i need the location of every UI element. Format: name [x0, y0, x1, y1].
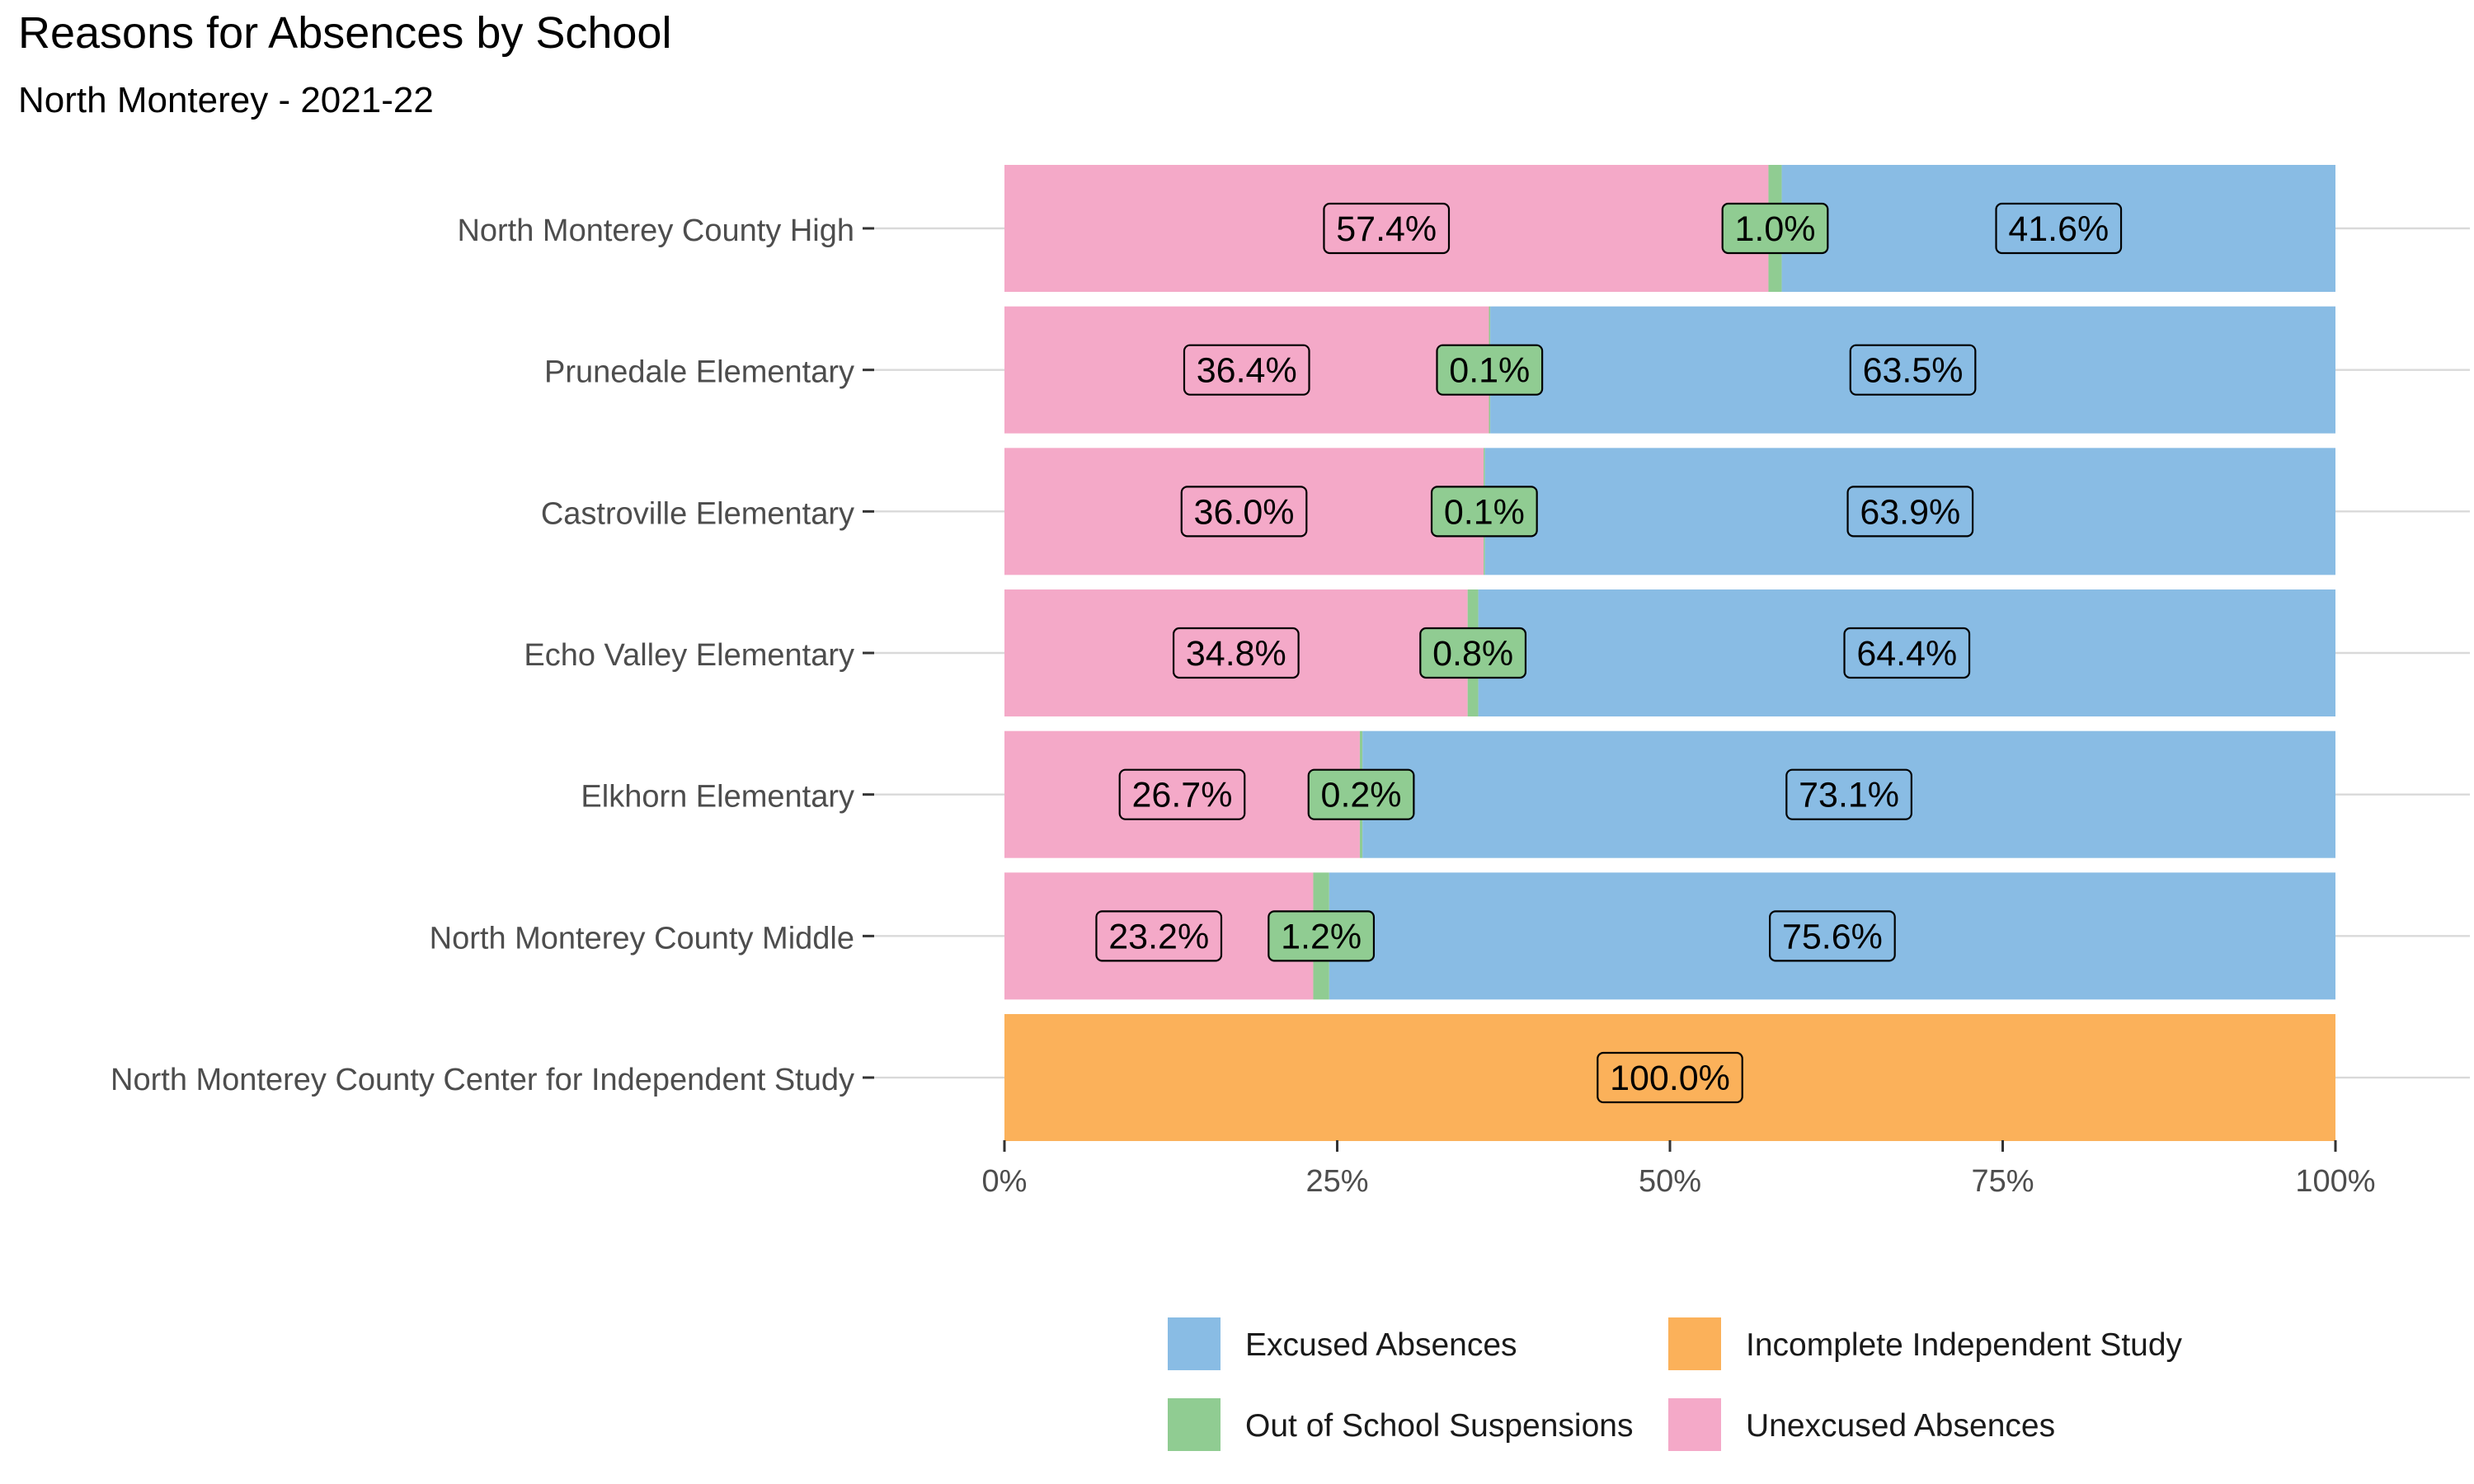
- data-label: 23.2%: [1095, 910, 1223, 962]
- data-label: 100.0%: [1597, 1051, 1743, 1104]
- data-label-text: 63.9%: [1860, 492, 1960, 532]
- data-label: 1.2%: [1268, 910, 1376, 962]
- legend-swatch: [1168, 1317, 1221, 1370]
- data-label: 26.7%: [1118, 768, 1246, 820]
- data-label: 0.2%: [1307, 768, 1415, 820]
- data-label-box: [1436, 344, 1544, 396]
- data-label-box: [1419, 627, 1527, 679]
- data-label-box: [1095, 910, 1223, 962]
- data-label-box: [1846, 486, 1974, 538]
- data-label-box: [1849, 344, 1977, 396]
- y-tick-label: North Monterey County High: [457, 214, 854, 248]
- data-label-text: 64.4%: [1856, 634, 1957, 674]
- data-label-text: 0.2%: [1321, 776, 1402, 815]
- data-label-box: [1721, 202, 1829, 255]
- data-label-text: 41.6%: [2008, 209, 2109, 249]
- data-label: 75.6%: [1769, 910, 1896, 962]
- x-tick-label: 50%: [1639, 1164, 1701, 1199]
- data-label-text: 26.7%: [1132, 776, 1233, 815]
- data-label-text: 0.1%: [1449, 351, 1530, 391]
- data-label-text: 23.2%: [1108, 917, 1209, 956]
- data-label-box: [1323, 202, 1451, 255]
- data-label: 36.0%: [1180, 486, 1308, 538]
- data-label: 57.4%: [1323, 202, 1451, 255]
- x-tick-label: 75%: [1971, 1164, 2034, 1199]
- data-label: 41.6%: [1995, 202, 2123, 255]
- legend-swatch: [1668, 1398, 1721, 1451]
- data-label: 73.1%: [1785, 768, 1912, 820]
- x-tick-label: 25%: [1305, 1164, 1368, 1199]
- data-label: 1.0%: [1721, 202, 1829, 255]
- data-label: 36.4%: [1183, 344, 1310, 396]
- data-label-text: 1.0%: [1734, 209, 1815, 249]
- legend-swatch: [1168, 1398, 1221, 1451]
- legend-item: Incomplete Independent Study: [1668, 1317, 2183, 1370]
- data-label: 63.9%: [1846, 486, 1974, 538]
- legend-label: Out of School Suspensions: [1245, 1408, 1633, 1444]
- data-label-box: [1769, 910, 1896, 962]
- legend-label: Unexcused Absences: [1746, 1408, 2055, 1444]
- data-label: 0.1%: [1430, 486, 1538, 538]
- data-label: 63.5%: [1849, 344, 1977, 396]
- data-label-box: [1172, 627, 1300, 679]
- data-label-text: 100.0%: [1610, 1059, 1730, 1098]
- data-label-text: 1.2%: [1281, 917, 1362, 956]
- chart-title: Reasons for Absences by School: [18, 8, 671, 58]
- data-label-box: [1268, 910, 1376, 962]
- x-axis: 0% 25% 50% 75% 100%: [982, 1140, 2376, 1199]
- data-label-text: 0.8%: [1432, 634, 1513, 674]
- legend-label: Incomplete Independent Study: [1746, 1327, 2183, 1363]
- data-label-box: [1843, 627, 1971, 679]
- legend-swatch: [1668, 1317, 1721, 1370]
- y-axis: North Monterey County High Prunedale Elem…: [111, 214, 874, 1097]
- data-labels: 57.4% 1.0% 41.6% 36.4% 0.1% 63.5% 36.0% 0.1% 63.…: [1095, 202, 2123, 1104]
- data-label: 34.8%: [1172, 627, 1300, 679]
- data-label-text: 57.4%: [1336, 209, 1437, 249]
- data-label-text: 63.5%: [1863, 351, 1964, 391]
- legend-item: Excused Absences: [1168, 1317, 1517, 1370]
- x-tick-label: 100%: [2295, 1164, 2375, 1199]
- data-label: 64.4%: [1843, 627, 1971, 679]
- legend-label: Excused Absences: [1245, 1327, 1517, 1363]
- y-tick-label: Castroville Elementary: [541, 496, 854, 531]
- data-label-text: 75.6%: [1782, 917, 1883, 956]
- data-label: 0.1%: [1436, 344, 1544, 396]
- y-tick-label: Elkhorn Elementary: [581, 780, 854, 815]
- data-label-box: [1183, 344, 1310, 396]
- data-label-text: 36.0%: [1194, 492, 1295, 532]
- y-tick-label: Prunedale Elementary: [544, 355, 854, 390]
- y-tick-label: Echo Valley Elementary: [524, 638, 854, 673]
- data-label-box: [1785, 768, 1912, 820]
- legend: Excused Absences Incomplete Independent S…: [1168, 1317, 2183, 1451]
- data-label-box: [1180, 486, 1308, 538]
- y-tick-label: North Monterey County Middle: [430, 921, 854, 956]
- legend-item: Out of School Suspensions: [1168, 1398, 1633, 1451]
- data-label-text: 34.8%: [1186, 634, 1286, 674]
- data-label-box: [1307, 768, 1415, 820]
- data-label-text: 36.4%: [1197, 351, 1297, 391]
- chart-subtitle: North Monterey - 2021-22: [18, 80, 434, 120]
- data-label: 0.8%: [1419, 627, 1527, 679]
- data-label-box: [1118, 768, 1246, 820]
- data-label-text: 73.1%: [1799, 776, 1899, 815]
- data-label-box: [1430, 486, 1538, 538]
- data-label-box: [1995, 202, 2123, 255]
- data-label-box: [1597, 1051, 1743, 1104]
- x-tick-label: 0%: [982, 1164, 1028, 1199]
- y-tick-label: North Monterey County Center for Indepen…: [111, 1063, 854, 1097]
- data-label-text: 0.1%: [1444, 492, 1525, 532]
- legend-item: Unexcused Absences: [1668, 1398, 2055, 1451]
